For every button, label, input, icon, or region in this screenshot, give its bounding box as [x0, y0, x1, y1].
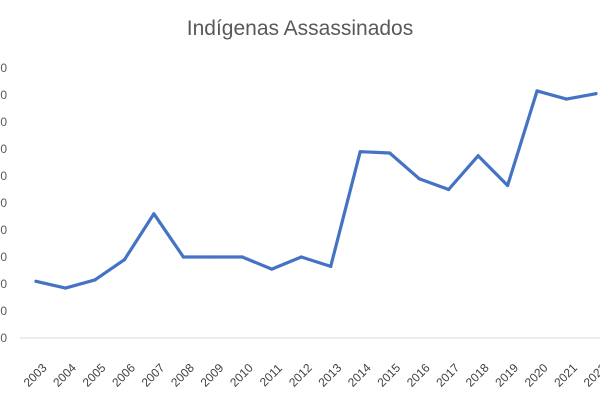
data-point [299, 255, 303, 259]
y-tick-label: 0 [0, 196, 7, 210]
x-tick-label: 2016 [404, 361, 433, 390]
data-point [417, 177, 421, 181]
data-point [505, 183, 510, 188]
y-tick-label: 0 [0, 61, 7, 75]
data-point [388, 151, 392, 155]
x-tick-label: 2005 [80, 361, 109, 390]
data-point [34, 279, 38, 283]
x-tick-label: 2018 [463, 361, 492, 390]
y-tick-label: 0 [0, 277, 7, 291]
data-point [93, 278, 97, 282]
data-point [476, 154, 480, 158]
y-tick-label: 0 [0, 223, 7, 237]
y-tick-label: 0 [0, 142, 7, 156]
y-tick-label: 0 [0, 331, 7, 345]
x-tick-label: 2004 [50, 361, 79, 390]
data-point [594, 92, 598, 96]
x-tick-label: 2006 [109, 361, 138, 390]
data-point [358, 150, 362, 154]
x-tick-label: 2022 [581, 361, 600, 390]
data-point [270, 267, 274, 271]
data-point [122, 258, 127, 262]
data-point [211, 255, 215, 259]
data-point [181, 255, 185, 259]
x-tick-label: 2020 [522, 361, 551, 390]
x-tick-label: 2009 [198, 361, 227, 390]
data-point [447, 187, 451, 192]
y-tick-label: 0 [0, 169, 7, 183]
x-tick-label: 2012 [286, 361, 315, 390]
chart-title: Indígenas Assassinados [186, 17, 414, 40]
x-tick-label: 2007 [139, 361, 168, 390]
x-tick-label: 2008 [168, 361, 197, 390]
y-tick-label: 0 [0, 88, 7, 102]
data-point [329, 264, 333, 269]
x-tick-label: 2011 [257, 361, 285, 389]
x-tick-label: 2014 [345, 361, 374, 390]
data-point [564, 97, 569, 101]
data-point [152, 212, 156, 216]
series-line [34, 89, 598, 290]
y-tick-label: 0 [0, 115, 7, 129]
data-point [63, 286, 68, 290]
x-tick-label: 2010 [227, 361, 256, 390]
x-tick-label: 2013 [316, 361, 345, 390]
x-tick-label: 2015 [374, 361, 403, 390]
x-tick-label: 2003 [21, 361, 50, 390]
y-tick-label: 0 [0, 304, 7, 318]
data-point [240, 255, 244, 259]
x-tick-label: 2021 [551, 361, 580, 390]
y-tick-label: 0 [0, 250, 7, 264]
data-point [535, 89, 539, 93]
x-tick-label: 2017 [433, 361, 462, 390]
x-tick-label: 2019 [492, 361, 521, 390]
